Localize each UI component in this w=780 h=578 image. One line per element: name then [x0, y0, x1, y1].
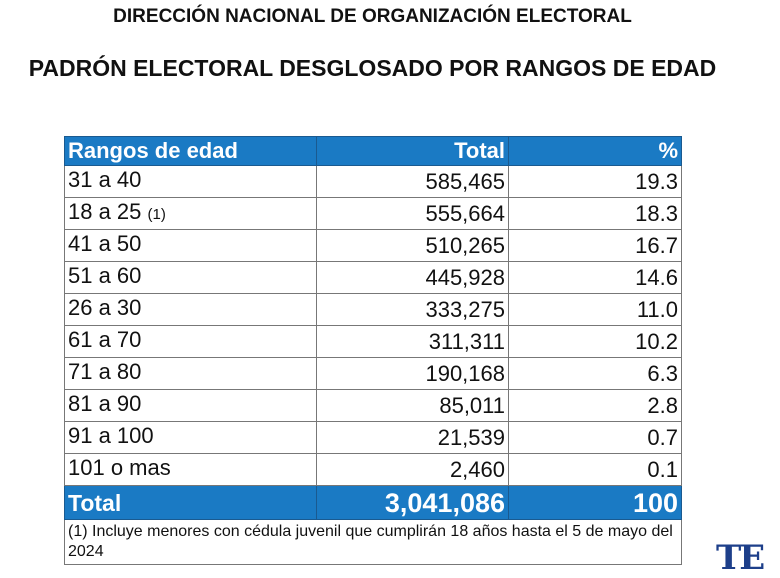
range-label: 26 a 30 [68, 295, 142, 320]
te-logo: TE [716, 538, 765, 578]
total-cell: 585,465 [316, 165, 509, 198]
table-row: 26 a 30 333,275 11.0 [64, 293, 682, 326]
total-cell: 190,168 [316, 357, 509, 390]
total-percent: 100 [508, 485, 682, 520]
range-label: 91 a 100 [68, 423, 154, 448]
percent-cell: 16.7 [508, 229, 682, 262]
age-range-table: Rangos de edad Total % 31 a 40 585,465 1… [64, 136, 682, 565]
total-cell: 555,664 [316, 197, 509, 230]
range-label: 101 o mas [68, 455, 171, 480]
range-cell: 18 a 25 (1) [64, 197, 317, 230]
range-label: 31 a 40 [68, 167, 142, 192]
table-header-row: Rangos de edad Total % [64, 136, 682, 166]
table-row: 71 a 80 190,168 6.3 [64, 357, 682, 390]
range-label: 81 a 90 [68, 391, 142, 416]
table-row: 18 a 25 (1) 555,664 18.3 [64, 197, 682, 230]
table-row: 31 a 40 585,465 19.3 [64, 165, 682, 198]
total-cell: 2,460 [316, 453, 509, 486]
total-cell: 311,311 [316, 325, 509, 358]
total-cell: 85,011 [316, 389, 509, 422]
range-label: 61 a 70 [68, 327, 142, 352]
range-label: 71 a 80 [68, 359, 142, 384]
range-cell: 101 o mas [64, 453, 317, 486]
range-cell: 61 a 70 [64, 325, 317, 358]
table-row: 51 a 60 445,928 14.6 [64, 261, 682, 294]
organization-title: DIRECCIÓN NACIONAL DE ORGANIZACIÓN ELECT… [113, 6, 632, 27]
percent-cell: 6.3 [508, 357, 682, 390]
total-label: Total [64, 485, 317, 520]
table-row: 41 a 50 510,265 16.7 [64, 229, 682, 262]
total-cell: 21,539 [316, 421, 509, 454]
table-row: 101 o mas 2,460 0.1 [64, 453, 682, 486]
page-title: PADRÓN ELECTORAL DESGLOSADO POR RANGOS D… [28, 55, 717, 81]
percent-cell: 10.2 [508, 325, 682, 358]
column-header-total: Total [316, 136, 509, 166]
table-row: 81 a 90 85,011 2.8 [64, 389, 682, 422]
range-cell: 51 a 60 [64, 261, 317, 294]
percent-cell: 0.1 [508, 453, 682, 486]
percent-cell: 18.3 [508, 197, 682, 230]
range-cell: 91 a 100 [64, 421, 317, 454]
range-label: 51 a 60 [68, 263, 142, 288]
range-cell: 41 a 50 [64, 229, 317, 262]
total-row: Total 3,041,086 100 [64, 485, 682, 520]
footnote: (1) Incluye menores con cédula juvenil q… [64, 519, 682, 565]
table-row: 61 a 70 311,311 10.2 [64, 325, 682, 358]
percent-cell: 2.8 [508, 389, 682, 422]
percent-cell: 14.6 [508, 261, 682, 294]
table-row: 91 a 100 21,539 0.7 [64, 421, 682, 454]
total-value: 3,041,086 [316, 485, 509, 520]
total-cell: 445,928 [316, 261, 509, 294]
range-cell: 81 a 90 [64, 389, 317, 422]
range-cell: 71 a 80 [64, 357, 317, 390]
total-cell: 510,265 [316, 229, 509, 262]
total-cell: 333,275 [316, 293, 509, 326]
percent-cell: 19.3 [508, 165, 682, 198]
column-header-range: Rangos de edad [64, 136, 317, 166]
range-cell: 26 a 30 [64, 293, 317, 326]
footnote-row: (1) Incluye menores con cédula juvenil q… [64, 519, 682, 565]
range-cell: 31 a 40 [64, 165, 317, 198]
footnote-marker: (1) [147, 206, 166, 223]
percent-cell: 11.0 [508, 293, 682, 326]
range-label: 41 a 50 [68, 231, 142, 256]
range-label: 18 a 25 [68, 199, 142, 224]
percent-cell: 0.7 [508, 421, 682, 454]
column-header-percent: % [508, 136, 682, 166]
